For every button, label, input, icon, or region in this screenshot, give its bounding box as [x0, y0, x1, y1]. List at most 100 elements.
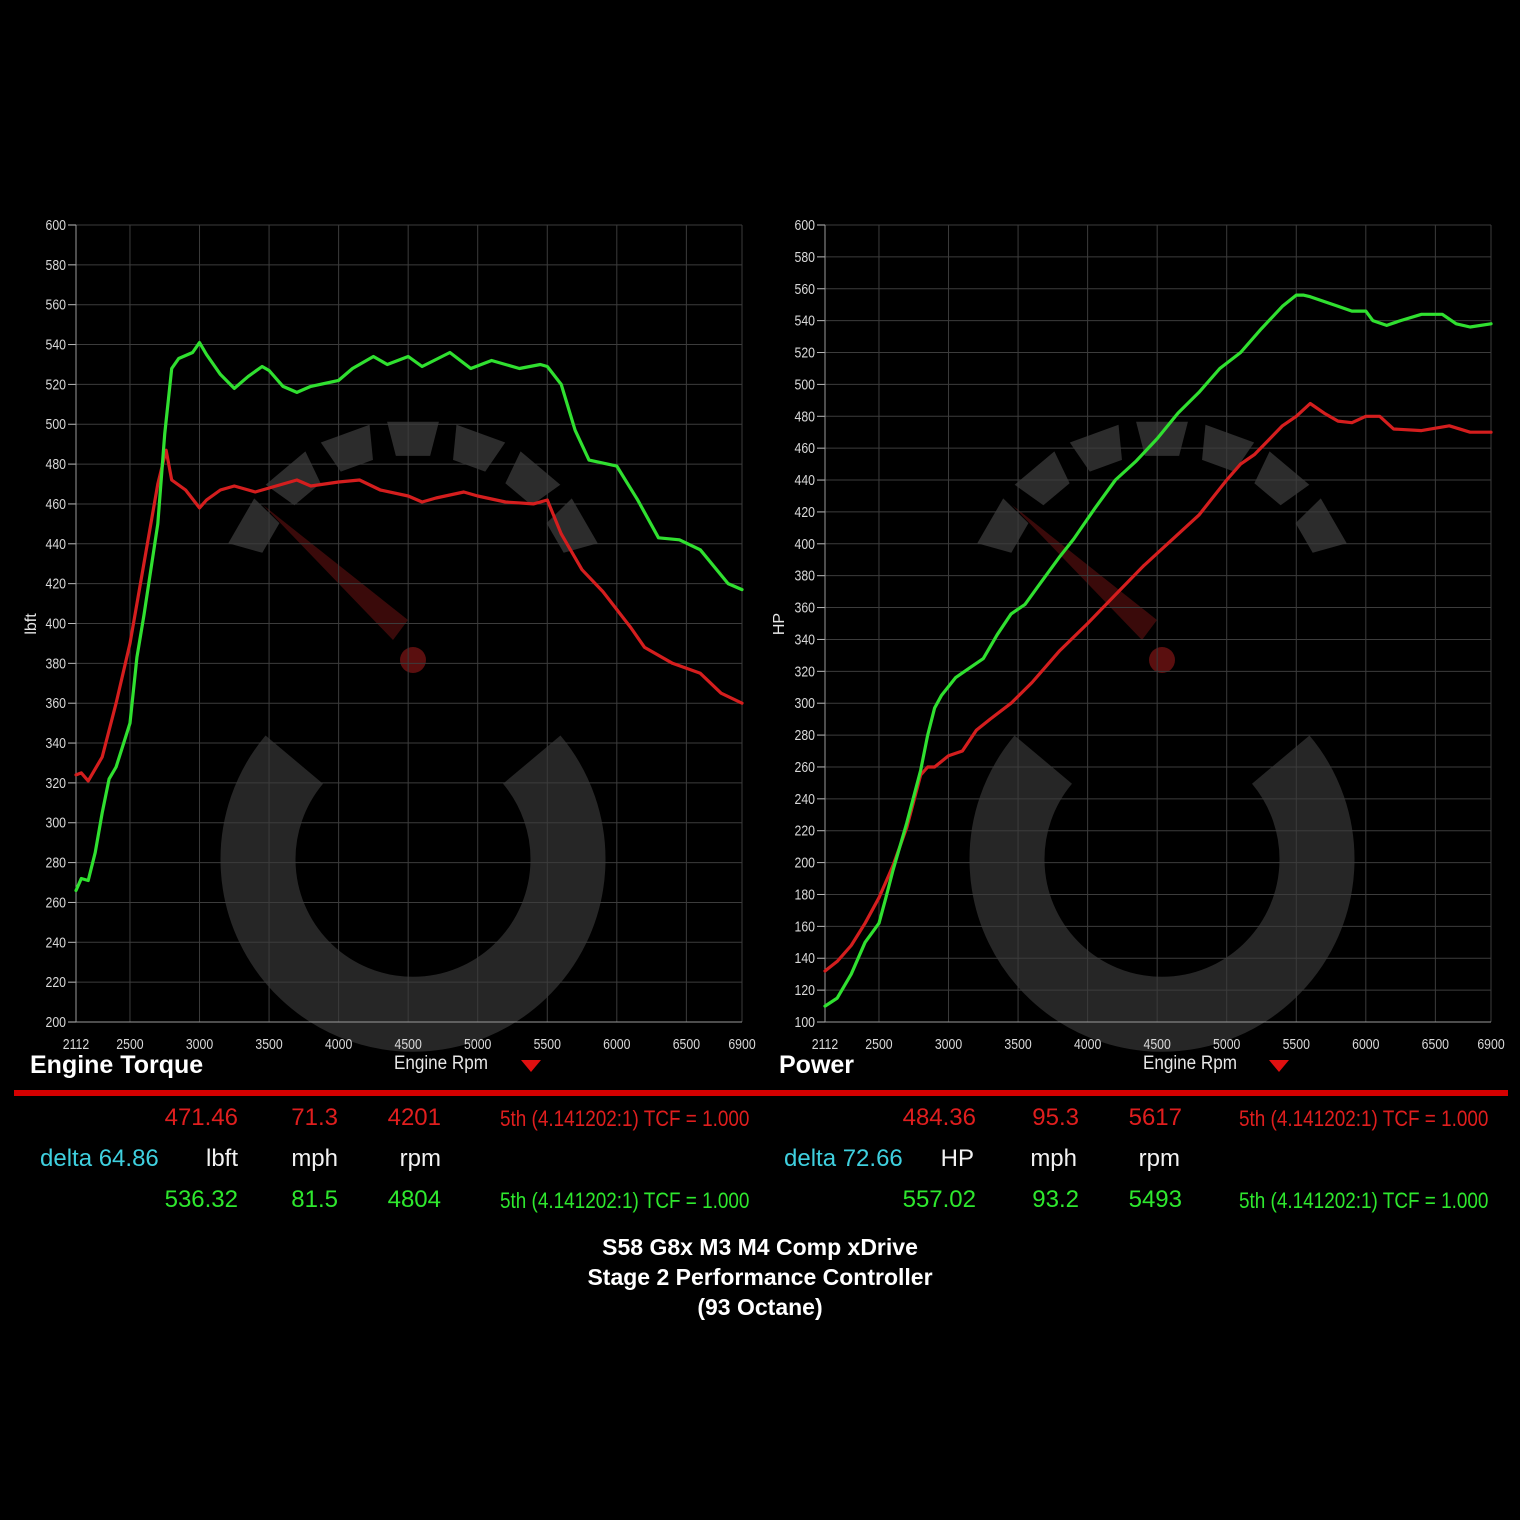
torque-unit-mph: mph: [291, 1145, 338, 1172]
torque-chart-title: Engine Torque: [30, 1051, 203, 1079]
torque-y-tick-label: 440: [45, 536, 66, 552]
power-x-axis-label: Engine Rpm: [1143, 1052, 1237, 1073]
torque-y-tick-label: 240: [45, 934, 66, 950]
torque-run2-value: 536.32: [164, 1186, 238, 1213]
power-x-tick-label: 5000: [1213, 1036, 1241, 1052]
power-unit-value: HP: [940, 1145, 974, 1172]
power-y-tick-label: 300: [794, 695, 815, 711]
torque-run1-mph: 71.3: [291, 1104, 338, 1131]
torque-x-tick-label: 4000: [325, 1036, 353, 1052]
power-unit-mph: mph: [1030, 1145, 1077, 1172]
watermark-gauge-segment: [546, 498, 598, 553]
power-run1-line: [823, 401, 1493, 973]
torque-x-tick-label: 5500: [534, 1036, 562, 1052]
torque-run2-mph: 81.5: [291, 1186, 338, 1213]
power-y-tick-label: 160: [794, 918, 815, 934]
torque-y-tick-label: 380: [45, 655, 66, 671]
power-y-tick-label: 120: [794, 982, 815, 998]
power-delta: delta 72.66: [784, 1145, 903, 1172]
watermark-gauge-segment: [320, 424, 373, 472]
watermark-hub: [1149, 647, 1175, 673]
torque-run2-gear: 5th (4.141202:1) TCF = 1.000: [500, 1188, 750, 1213]
watermark-gauge-segment: [453, 424, 506, 472]
torque-y-tick-label: 500: [45, 416, 66, 432]
torque-y-tick-label: 580: [45, 257, 66, 273]
power-y-tick-label: 480: [794, 408, 815, 424]
watermark-gauge-segment: [265, 451, 321, 506]
torque-run2-rpm: 4804: [387, 1186, 441, 1213]
torque-x-tick-label: 6500: [673, 1036, 701, 1052]
power-y-tick-label: 140: [794, 950, 815, 966]
torque-y-tick-label: 400: [45, 615, 66, 631]
torque-run1-line: [74, 448, 744, 783]
power-x-tick-label: 6000: [1352, 1036, 1380, 1052]
torque-x-tick-label: 6900: [728, 1036, 756, 1052]
power-run1-value: 484.36: [902, 1104, 976, 1131]
power-y-tick-label: 280: [794, 727, 815, 743]
torque-x-tick-label: 4500: [394, 1036, 422, 1052]
dyno-charts: 2112 2500 3000 3500 4000 4500 5000 5500 6000 6500…: [23, 217, 1505, 1079]
power-run1-rpm: 5617: [1128, 1104, 1182, 1131]
power-chart: 2112 2500 3000 3500 4000 4500 5000 5500 6000 6500…: [771, 217, 1505, 1079]
power-y-tick-label: 500: [794, 376, 815, 392]
torque-y-tick-label: 460: [45, 496, 66, 512]
torque-y-tick-label: 600: [45, 217, 66, 233]
power-y-tick-label: 520: [794, 344, 815, 360]
torque-y-tick-label: 420: [45, 576, 66, 592]
watermark-gauge-segment: [228, 498, 280, 553]
watermark-gauge-segment: [1254, 451, 1310, 506]
watermark-arc: [969, 735, 1355, 1052]
power-y-tick-label: 180: [794, 886, 815, 902]
footer-title-line3: (93 Octane): [697, 1294, 823, 1320]
torque-unit-rpm: rpm: [399, 1145, 441, 1172]
torque-y-tick-label: 340: [45, 735, 66, 751]
power-x-tick-label: 4000: [1074, 1036, 1102, 1052]
torque-x-axis-label: Engine Rpm: [394, 1052, 488, 1073]
power-unit-rpm: rpm: [1138, 1145, 1180, 1172]
power-y-tick-label: 400: [794, 536, 815, 552]
power-y-axis-label: HP: [771, 613, 788, 635]
torque-unit-value: lbft: [205, 1145, 238, 1172]
power-x-tick-label: 6900: [1477, 1036, 1505, 1052]
torque-x-tick-label: 3500: [255, 1036, 283, 1052]
power-run2-mph: 93.2: [1032, 1186, 1079, 1213]
watermark-needle: [1012, 505, 1157, 640]
power-y-tick-label: 440: [794, 472, 815, 488]
footer-title-line2: Stage 2 Performance Controller: [587, 1264, 933, 1290]
power-y-tick-label: 460: [794, 440, 815, 456]
torque-y-axis-label: lbft: [23, 613, 40, 635]
torque-run2-line: [74, 341, 744, 893]
power-y-tick-label: 200: [794, 854, 815, 870]
power-y-tick-label: 560: [794, 281, 815, 297]
power-y-tick-label: 380: [794, 568, 815, 584]
torque-y-tick-label: 520: [45, 376, 66, 392]
torque-y-tick-label: 300: [45, 815, 66, 831]
power-y-tick-label: 240: [794, 791, 815, 807]
power-y-tick-label: 540: [794, 313, 815, 329]
power-x-tick-label: 3000: [935, 1036, 963, 1052]
power-x-tick-label: 2112: [812, 1036, 838, 1052]
power-run1-gear: 5th (4.141202:1) TCF = 1.000: [1239, 1106, 1489, 1131]
power-x-tick-label: 5500: [1283, 1036, 1311, 1052]
power-chart-title: Power: [779, 1051, 854, 1079]
watermark-gauge-segment: [977, 498, 1029, 553]
watermark-gauge-segment: [1295, 498, 1347, 553]
power-y-tick-label: 100: [794, 1014, 815, 1030]
torque-y-tick-label: 540: [45, 336, 66, 352]
torque-x-tick-label: 5000: [464, 1036, 492, 1052]
torque-run1-rpm: 4201: [387, 1104, 441, 1131]
power-y-tick-label: 220: [794, 823, 815, 839]
torque-x-tick-label: 6000: [603, 1036, 631, 1052]
power-y-tick-label: 340: [794, 631, 815, 647]
torque-x-tick-label: 2500: [116, 1036, 144, 1052]
power-dropdown-arrow-icon: [1269, 1060, 1289, 1072]
power-y-tick-label: 320: [794, 663, 815, 679]
torque-chart: 2112 2500 3000 3500 4000 4500 5000 5500 6000 6500…: [23, 217, 756, 1079]
torque-y-tick-label: 280: [45, 854, 66, 870]
power-run2-rpm: 5493: [1128, 1186, 1182, 1213]
torque-delta: delta 64.86: [40, 1145, 159, 1172]
torque-y-tick-label: 220: [45, 974, 66, 990]
torque-y-tick-label: 320: [45, 775, 66, 791]
torque-y-tick-label: 360: [45, 695, 66, 711]
torque-x-tick-label: 3000: [186, 1036, 214, 1052]
